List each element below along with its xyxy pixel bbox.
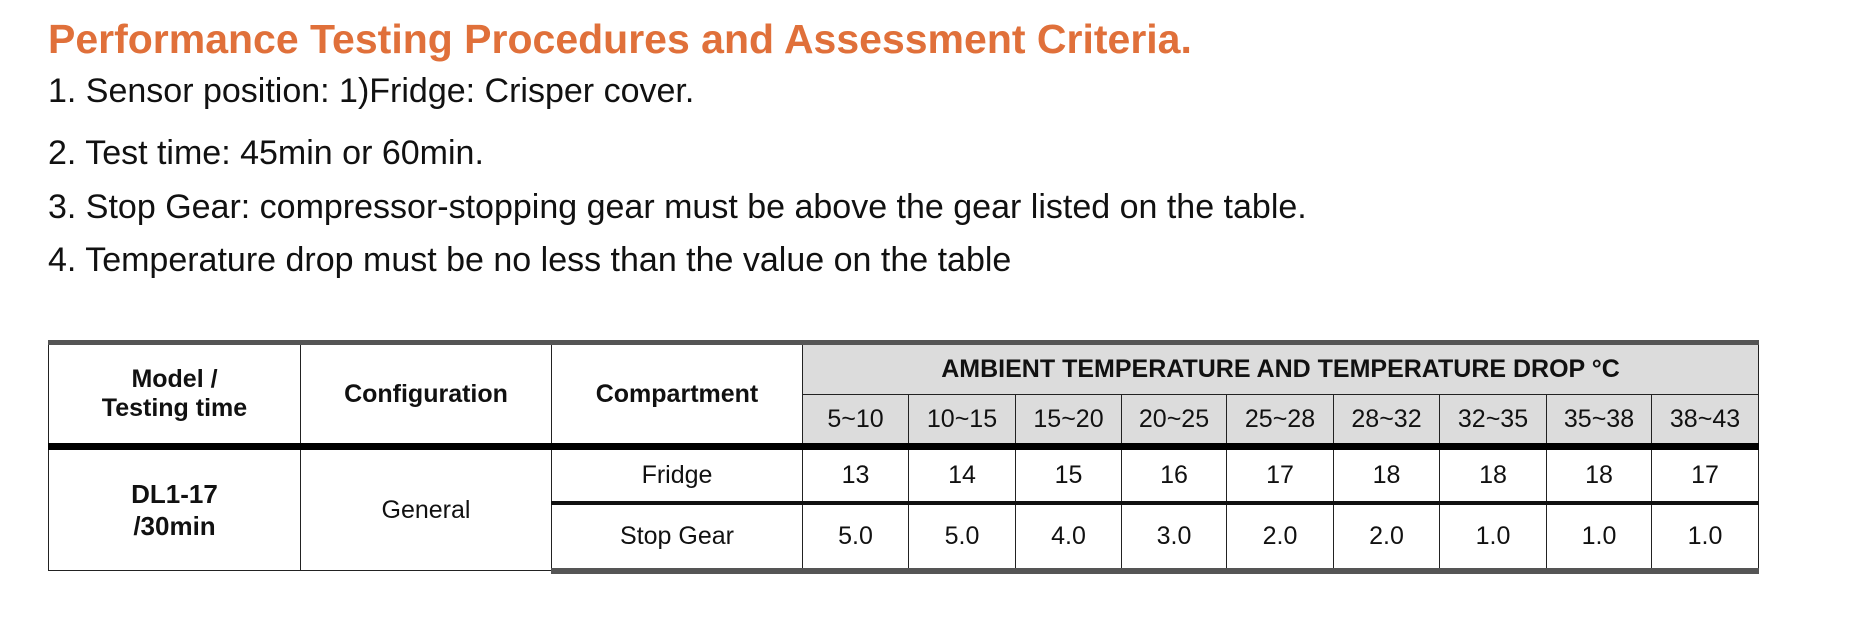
value-cell: 4.0 — [1015, 500, 1122, 574]
value-cell: 18 — [1439, 443, 1547, 503]
range-header: 5~10 — [802, 394, 909, 447]
range-header: 10~15 — [908, 394, 1016, 447]
value-cell: 16 — [1121, 443, 1227, 503]
criteria-table: Model / Testing time Configuration Compar… — [48, 340, 1760, 574]
value-cell: 5.0 — [908, 500, 1016, 574]
header-compartment: Compartment — [551, 340, 803, 447]
value-cell: 2.0 — [1333, 500, 1440, 574]
range-header: 20~25 — [1121, 394, 1227, 447]
value-cell: 1.0 — [1650, 500, 1760, 574]
value-cell: 1.0 — [1439, 500, 1547, 574]
value-cell: 5.0 — [802, 500, 909, 574]
compartment-cell: Fridge — [551, 443, 803, 503]
value-cell: 3.0 — [1121, 500, 1227, 574]
range-header: 38~43 — [1650, 394, 1760, 447]
compartment-cell: Stop Gear — [551, 500, 803, 574]
range-header: 32~35 — [1439, 394, 1547, 447]
value-cell: 1.0 — [1546, 500, 1652, 574]
configuration-cell: General — [300, 443, 552, 571]
value-cell: 14 — [908, 443, 1016, 503]
page-title: Performance Testing Procedures and Asses… — [48, 16, 1192, 62]
criteria-item-3: 3. Stop Gear: compressor-stopping gear m… — [48, 188, 1307, 226]
criteria-item-4: 4. Temperature drop must be no less than… — [48, 241, 1012, 279]
range-header: 25~28 — [1226, 394, 1334, 447]
value-cell: 13 — [802, 443, 909, 503]
value-cell: 17 — [1226, 443, 1334, 503]
model-cell: DL1-17/30min — [48, 443, 301, 571]
range-header: 15~20 — [1015, 394, 1122, 447]
value-cell: 18 — [1546, 443, 1652, 503]
header-configuration: Configuration — [300, 340, 552, 447]
value-cell: 15 — [1015, 443, 1122, 503]
value-cell: 17 — [1650, 443, 1760, 503]
criteria-item-2: 2. Test time: 45min or 60min. — [48, 134, 484, 172]
range-header: 28~32 — [1333, 394, 1440, 447]
value-cell: 2.0 — [1226, 500, 1334, 574]
header-ambient: AMBIENT TEMPERATURE AND TEMPERATURE DROP… — [801, 340, 1760, 395]
range-header: 35~38 — [1546, 394, 1652, 447]
header-model: Model / Testing time — [48, 340, 301, 447]
value-cell: 18 — [1333, 443, 1440, 503]
criteria-item-1: 1. Sensor position: 1)Fridge: Crisper co… — [48, 72, 695, 110]
